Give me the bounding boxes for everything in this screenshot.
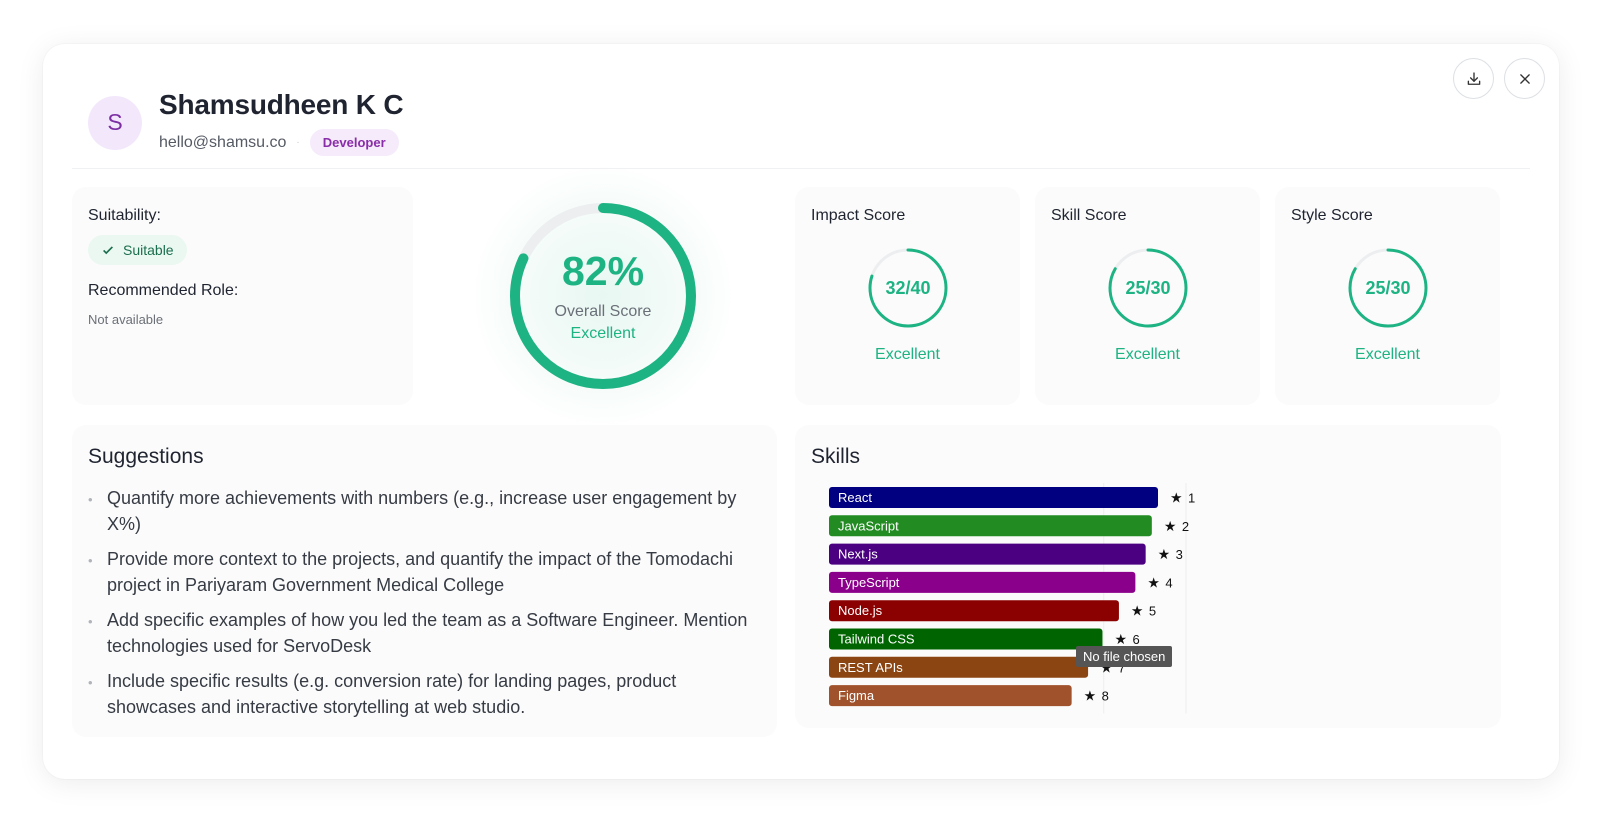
role-badge: Developer bbox=[309, 129, 399, 156]
suitability-status: Suitable bbox=[123, 242, 174, 258]
tooltip: No file chosen bbox=[1076, 646, 1173, 667]
suggestions-panel: Suggestions • Quantify more achievements … bbox=[72, 425, 777, 737]
suggestion-text: Add specific examples of how you led the… bbox=[107, 610, 748, 656]
skill-bar bbox=[829, 515, 1152, 537]
star-icon: ★ bbox=[1147, 575, 1160, 591]
bullet-icon: • bbox=[88, 492, 93, 507]
suggestion-text: Provide more context to the projects, an… bbox=[107, 549, 734, 595]
skill-rank-label: 2 bbox=[1182, 519, 1189, 534]
bullet-icon: • bbox=[88, 553, 93, 568]
skill-bar bbox=[829, 685, 1072, 707]
close-icon bbox=[1519, 73, 1530, 84]
gauge-arc bbox=[510, 203, 696, 389]
skill-bar-label: Next.js bbox=[838, 547, 878, 562]
download-icon bbox=[1467, 71, 1480, 85]
overall-percent: 82% bbox=[561, 248, 645, 294]
candidate-email: hello@shamsu.co bbox=[159, 133, 287, 151]
download-button[interactable] bbox=[1453, 58, 1494, 99]
impact-score-card: Impact Score 32/40 Excellent bbox=[795, 187, 1020, 405]
bullet-icon: • bbox=[88, 614, 93, 629]
overall-label: Overall Score bbox=[554, 303, 652, 320]
bullet-icon: • bbox=[88, 675, 93, 690]
star-icon: ★ bbox=[1084, 689, 1097, 705]
score-rating: Excellent bbox=[1115, 346, 1180, 363]
suggestion-text: Quantify more achievements with numbers … bbox=[107, 488, 737, 534]
recommended-role-label: Recommended Role: bbox=[88, 282, 239, 299]
list-item: • Quantify more achievements with numbers… bbox=[88, 485, 761, 537]
suggestions-title: Suggestions bbox=[88, 445, 204, 468]
check-icon bbox=[103, 246, 113, 255]
skill-rank-label: 5 bbox=[1149, 604, 1156, 619]
skill-bar bbox=[829, 571, 1136, 593]
recommended-role-value: Not available bbox=[88, 312, 164, 327]
style-score-card: Style Score 25/30 Excellent bbox=[1275, 187, 1500, 405]
skill-bar bbox=[829, 656, 1089, 678]
skill-bar bbox=[829, 487, 1158, 508]
star-icon: ★ bbox=[1131, 604, 1144, 620]
star-icon: ★ bbox=[1164, 519, 1177, 535]
skill-rank-label: 3 bbox=[1176, 547, 1183, 562]
score-title: Style Score bbox=[1291, 207, 1373, 224]
skills-title: Skills bbox=[811, 445, 861, 468]
score-rating: Excellent bbox=[875, 346, 940, 363]
score-title: Skill Score bbox=[1051, 207, 1127, 224]
score-value: 25/30 bbox=[1125, 278, 1171, 298]
star-icon: ★ bbox=[1158, 547, 1171, 563]
suitability-badge: Suitable bbox=[88, 235, 187, 265]
score-rating: Excellent bbox=[1355, 346, 1420, 363]
skills-chart: React ★ 1 JavaScript ★ 2 Next.js ★ 3 TypeScript ★ 4… bbox=[829, 483, 1195, 714]
skill-rank-label: 4 bbox=[1165, 575, 1172, 590]
skills-panel: React ★ 1 JavaScript ★ 2 Next.js ★ 3 TypeScript ★ 4… bbox=[795, 425, 1501, 728]
suitability-label: Suitability: bbox=[88, 207, 161, 224]
candidate-modal: S Shamsudheen K C hello@shamsu.co · Deve… bbox=[43, 44, 1559, 779]
skill-bar-label: React bbox=[838, 490, 872, 505]
overall-score-gauge: 82% Overall Score Excellent bbox=[473, 166, 733, 426]
skill-bar-label: JavaScript bbox=[838, 518, 899, 533]
close-button[interactable] bbox=[1504, 58, 1545, 99]
score-value: 25/30 bbox=[1365, 278, 1411, 298]
list-item: • Add specific examples of how you led th… bbox=[88, 607, 761, 659]
top-actions bbox=[1453, 58, 1545, 99]
skill-rank-label: 8 bbox=[1102, 689, 1109, 704]
skill-bar-label: Node.js bbox=[838, 603, 883, 618]
skill-bar bbox=[829, 628, 1103, 650]
overall-rating: Excellent bbox=[570, 325, 636, 342]
star-icon: ★ bbox=[1170, 491, 1183, 507]
score-title: Impact Score bbox=[811, 207, 906, 224]
skill-bar-label: TypeScript bbox=[838, 575, 900, 590]
avatar: S bbox=[88, 95, 142, 150]
suitability-panel: Suitability: Suitable Recommended Role: … bbox=[72, 187, 413, 405]
suggestions-list: • Quantify more achievements with numbers… bbox=[88, 485, 761, 720]
header-divider bbox=[72, 168, 1530, 169]
skill-score-card: Skill Score 25/30 Excellent bbox=[1035, 187, 1260, 405]
score-ring: 25/30 bbox=[1346, 246, 1430, 330]
skill-bar-label: REST APIs bbox=[838, 660, 903, 675]
list-item: • Provide more context to the projects, a… bbox=[88, 546, 761, 598]
separator-dot: · bbox=[296, 137, 300, 148]
skill-rank-label: 7 bbox=[1118, 660, 1125, 675]
score-ring: 25/30 bbox=[1106, 246, 1190, 330]
candidate-name: Shamsudheen K C bbox=[159, 89, 404, 120]
suggestion-text: Include specific results (e.g. conversio… bbox=[107, 671, 677, 717]
star-icon: ★ bbox=[1114, 632, 1127, 648]
profile-header: S Shamsudheen K C hello@shamsu.co · Deve… bbox=[88, 89, 404, 156]
skill-rank-label: 1 bbox=[1188, 491, 1195, 506]
skill-bar-label: Tailwind CSS bbox=[838, 632, 915, 647]
skill-bar bbox=[829, 543, 1146, 565]
skill-rank-label: 6 bbox=[1132, 632, 1139, 647]
score-ring: 32/40 bbox=[866, 246, 950, 330]
skill-bar bbox=[829, 600, 1119, 622]
score-value: 32/40 bbox=[885, 278, 931, 298]
skill-bar-label: Figma bbox=[838, 688, 875, 703]
list-item: • Include specific results (e.g. conversi… bbox=[88, 668, 761, 720]
